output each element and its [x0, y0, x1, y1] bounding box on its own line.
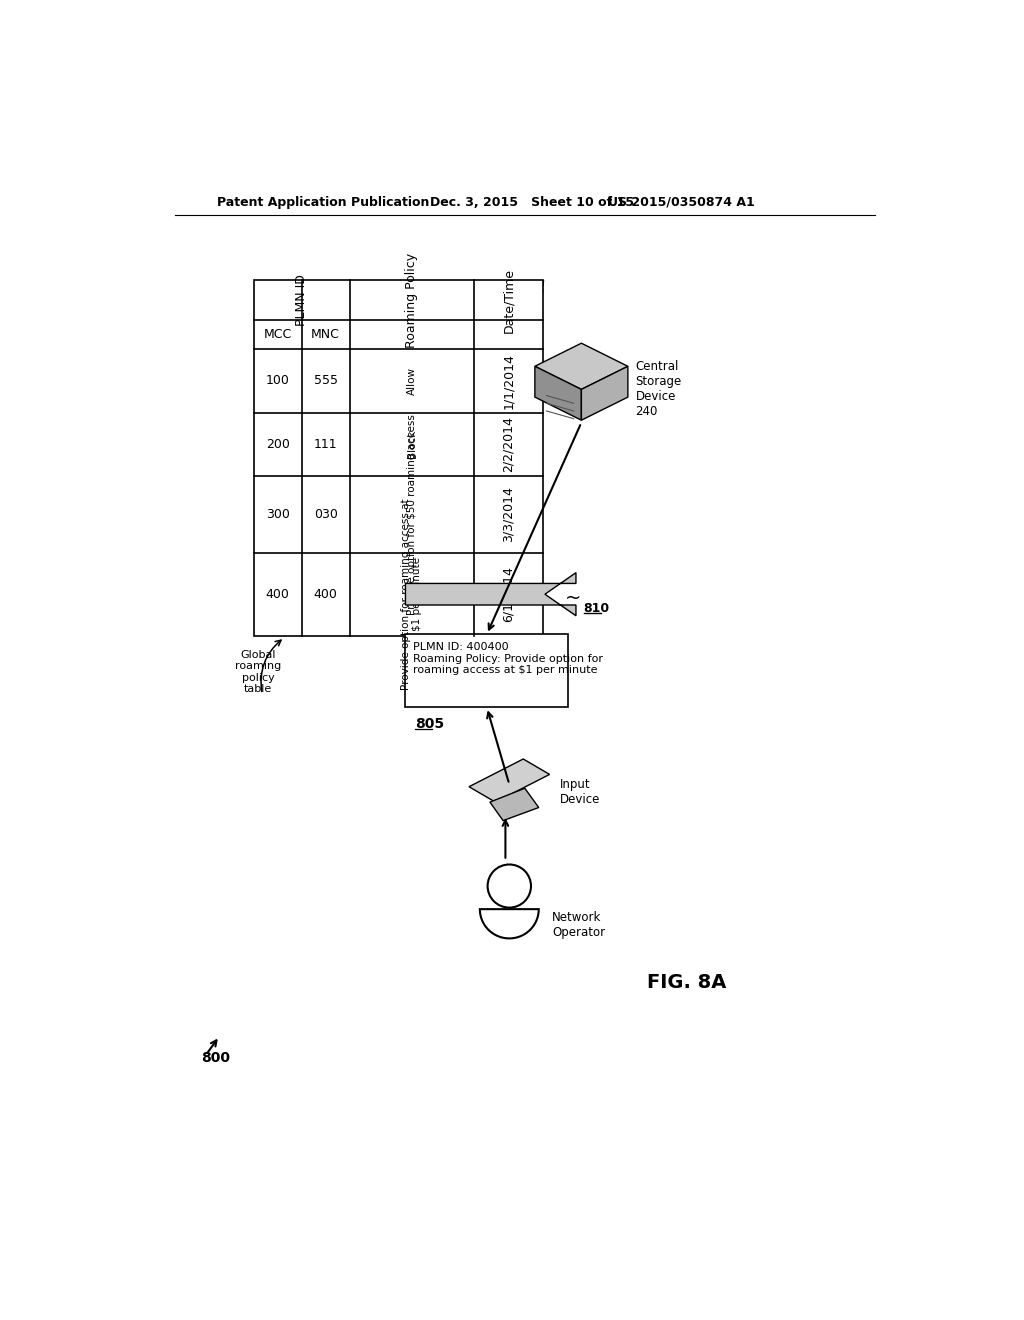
- Text: 100: 100: [265, 375, 290, 388]
- Text: 805: 805: [415, 717, 443, 731]
- Text: 300: 300: [265, 508, 290, 520]
- Text: MNC: MNC: [311, 329, 340, 342]
- Text: 3/3/2014: 3/3/2014: [502, 486, 515, 543]
- Text: Roaming Policy: Roaming Policy: [406, 252, 418, 347]
- Text: 111: 111: [313, 437, 338, 450]
- Text: Allow: Allow: [407, 367, 417, 395]
- Text: 400: 400: [313, 587, 338, 601]
- Text: US 2015/0350874 A1: US 2015/0350874 A1: [608, 195, 756, 209]
- Circle shape: [487, 865, 531, 908]
- Text: MCC: MCC: [263, 329, 292, 342]
- Text: PLMN ID: 400400
Roaming Policy: Provide option for
roaming access at $1 per minu: PLMN ID: 400400 Roaming Policy: Provide …: [414, 642, 603, 675]
- Bar: [406, 635, 568, 708]
- Text: 555: 555: [313, 375, 338, 388]
- Text: 030: 030: [313, 508, 338, 520]
- Polygon shape: [469, 759, 550, 803]
- Polygon shape: [535, 343, 628, 389]
- Polygon shape: [489, 788, 539, 821]
- Text: 1/1/2014: 1/1/2014: [502, 352, 515, 409]
- Text: 6/1/2014: 6/1/2014: [502, 566, 515, 622]
- Text: Patent Application Publication: Patent Application Publication: [217, 195, 429, 209]
- Text: Input
Device: Input Device: [560, 777, 600, 807]
- Text: Network
Operator: Network Operator: [552, 911, 605, 939]
- Text: 800: 800: [202, 1051, 230, 1065]
- Text: Dec. 3, 2015   Sheet 10 of 15: Dec. 3, 2015 Sheet 10 of 15: [430, 195, 634, 209]
- Text: ~: ~: [564, 589, 581, 607]
- Text: 810: 810: [584, 602, 610, 615]
- Text: 400: 400: [265, 587, 290, 601]
- Polygon shape: [535, 367, 582, 420]
- Polygon shape: [480, 909, 539, 939]
- Text: Global
roaming
policy
table: Global roaming policy table: [236, 649, 282, 694]
- Text: 200: 200: [265, 437, 290, 450]
- Text: 2/2/2014: 2/2/2014: [502, 416, 515, 473]
- Text: Central
Storage
Device
240: Central Storage Device 240: [636, 360, 682, 418]
- Text: Date/Time: Date/Time: [502, 268, 515, 333]
- Text: Provide option for roaming access at
$1 per minute: Provide option for roaming access at $1 …: [400, 499, 423, 690]
- Bar: [254, 280, 544, 636]
- Polygon shape: [406, 573, 575, 615]
- Polygon shape: [582, 367, 628, 420]
- Text: Block: Block: [407, 430, 417, 458]
- Text: Provide option for $50 roaming access: Provide option for $50 roaming access: [407, 413, 417, 615]
- Text: PLMN ID: PLMN ID: [295, 275, 308, 326]
- Text: FIG. 8A: FIG. 8A: [647, 973, 727, 991]
